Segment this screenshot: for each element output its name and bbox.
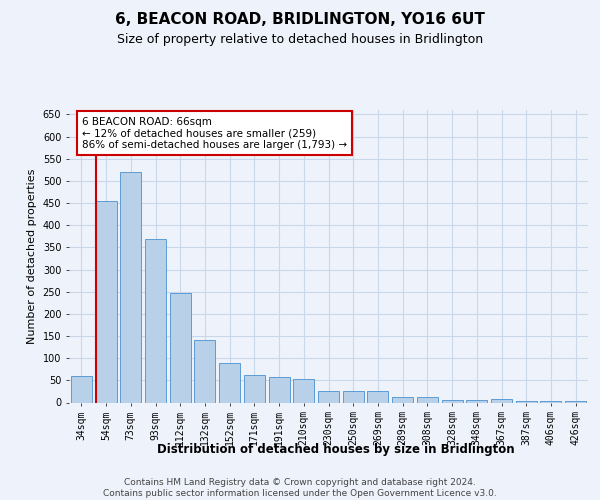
Text: 6, BEACON ROAD, BRIDLINGTON, YO16 6UT: 6, BEACON ROAD, BRIDLINGTON, YO16 6UT	[115, 12, 485, 28]
Bar	[95, 201, 116, 402]
Bar	[71, 376, 92, 402]
Bar	[516, 401, 537, 402]
Bar	[541, 401, 562, 402]
Bar	[194, 340, 215, 402]
Bar	[293, 379, 314, 402]
Bar	[491, 399, 512, 402]
Bar	[466, 400, 487, 402]
Bar	[219, 362, 240, 403]
Bar	[269, 377, 290, 402]
Bar	[318, 392, 339, 402]
Bar	[170, 292, 191, 403]
Bar	[343, 392, 364, 402]
Text: Distribution of detached houses by size in Bridlington: Distribution of detached houses by size …	[157, 442, 515, 456]
Y-axis label: Number of detached properties: Number of detached properties	[27, 168, 37, 344]
Bar	[244, 375, 265, 402]
Text: Contains HM Land Registry data © Crown copyright and database right 2024.
Contai: Contains HM Land Registry data © Crown c…	[103, 478, 497, 498]
Bar	[145, 240, 166, 402]
Bar	[417, 397, 438, 402]
Bar	[565, 401, 586, 402]
Text: 6 BEACON ROAD: 66sqm
← 12% of detached houses are smaller (259)
86% of semi-deta: 6 BEACON ROAD: 66sqm ← 12% of detached h…	[82, 116, 347, 150]
Bar	[442, 400, 463, 402]
Bar	[367, 392, 388, 402]
Text: Size of property relative to detached houses in Bridlington: Size of property relative to detached ho…	[117, 32, 483, 46]
Bar	[120, 172, 141, 402]
Bar	[392, 397, 413, 402]
